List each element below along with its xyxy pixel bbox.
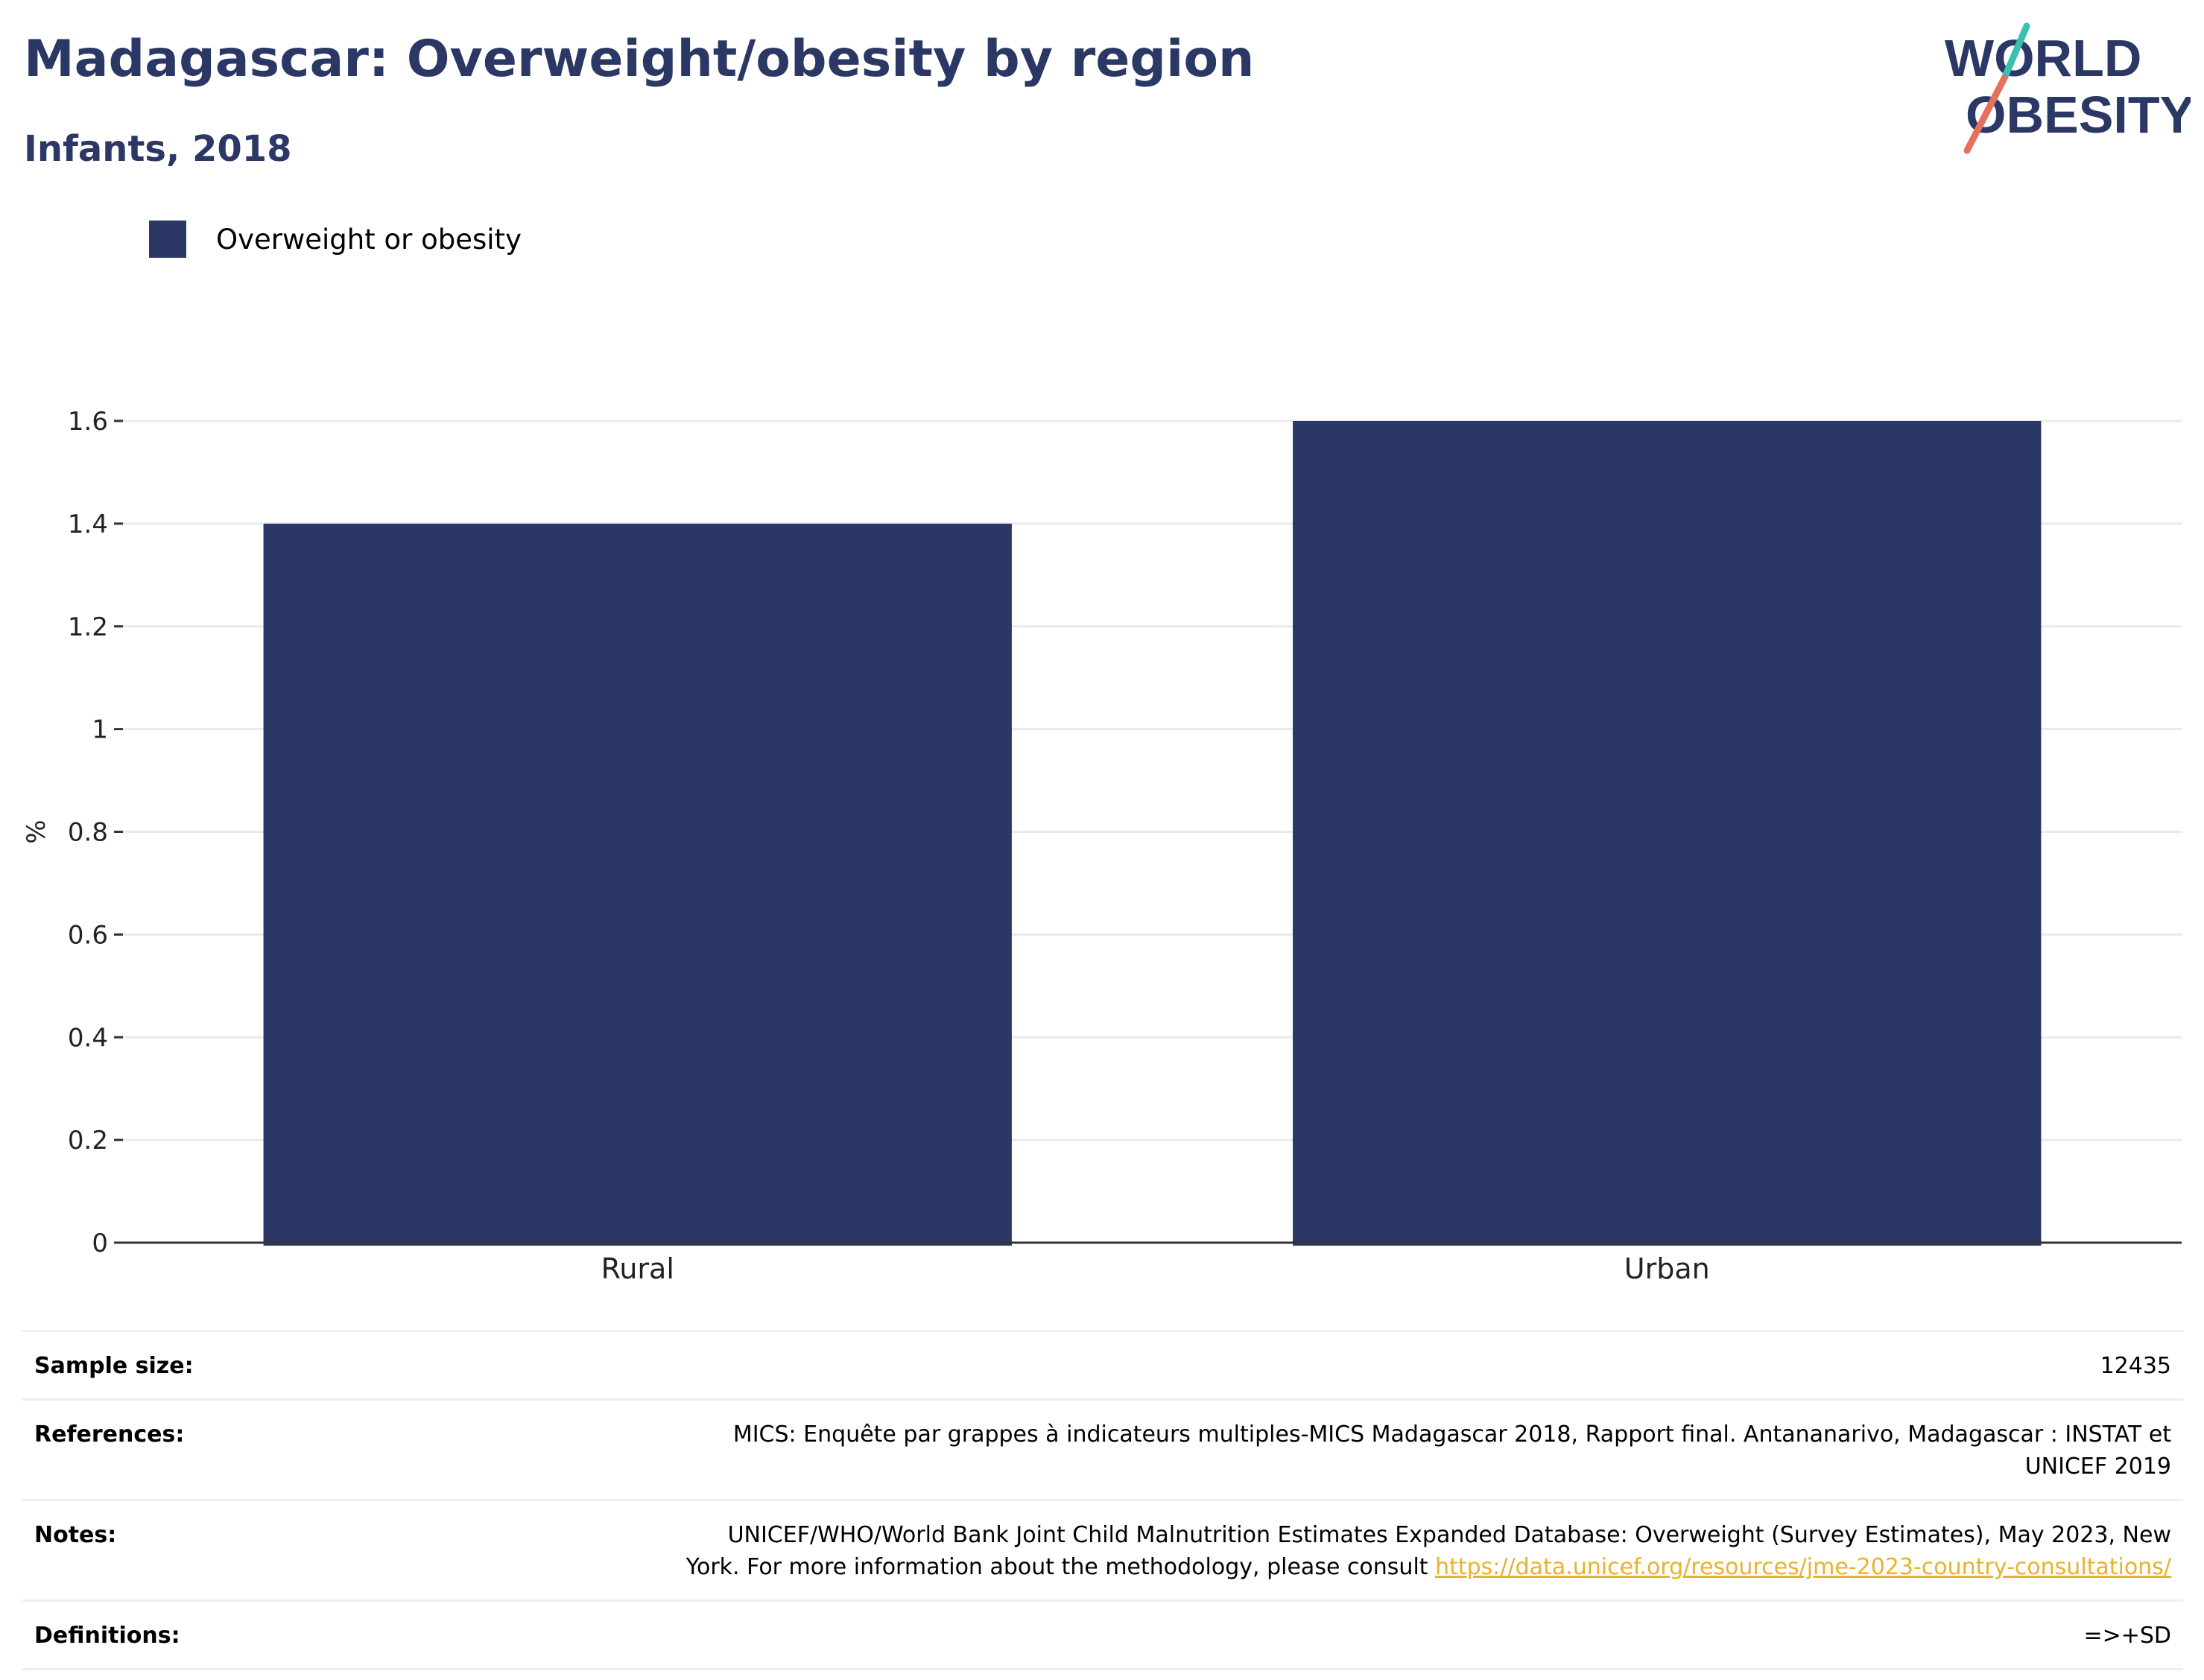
references-label: References: (34, 1421, 185, 1448)
y-tick-label: 1.4 (68, 510, 108, 539)
bar-urban[interactable] (1293, 421, 2042, 1246)
legend-swatch (149, 221, 186, 258)
y-tick-label: 0.6 (68, 920, 108, 950)
y-axis-label: % (22, 820, 51, 843)
y-tick-label: 0.4 (68, 1023, 108, 1053)
y-tick-label: 1 (92, 715, 108, 745)
references-line-2: UNICEF 2019 (2024, 1454, 2171, 1480)
bar-rural[interactable] (263, 523, 1012, 1246)
legend[interactable]: Overweight or obesity (149, 221, 522, 258)
world-obesity-logo: WORLD OBESITY (1945, 22, 2191, 154)
methodology-link[interactable]: https://data.unicef.org/resources/jme-20… (1435, 1554, 2171, 1580)
references-line-1: MICS: Enquête par grappes à indicateurs … (732, 1421, 2171, 1448)
info-row-definitions: Definitions: =>+SD (22, 1600, 2183, 1670)
definitions-label: Definitions: (34, 1623, 180, 1649)
info-table: Sample size: 12435 References: MICS: Enq… (22, 1330, 2183, 1670)
chart-subtitle: Infants, 2018 (24, 128, 292, 170)
y-tick-label: 1.2 (68, 612, 108, 642)
notes-line-1: UNICEF/WHO/World Bank Joint Child Malnut… (727, 1522, 2171, 1548)
info-row-sample-size: Sample size: 12435 (22, 1330, 2183, 1398)
notes-value: UNICEF/WHO/World Bank Joint Child Malnut… (686, 1519, 2171, 1583)
info-row-references: References: MICS: Enquête par grappes à … (22, 1398, 2183, 1499)
y-tick-label: 0 (92, 1229, 108, 1258)
chart-title: Madagascar: Overweight/obesity by region (24, 30, 1255, 89)
logo-slash-top (2001, 22, 2030, 82)
sample-size-label: Sample size: (34, 1353, 194, 1379)
logo-line-obesity: OBESITY (1966, 86, 2191, 144)
notes-line-2: York. For more information about the met… (685, 1554, 1436, 1580)
y-tick-label: 1.6 (68, 407, 108, 437)
references-value: MICS: Enquête par grappes à indicateurs … (733, 1419, 2171, 1483)
sample-size-value: 12435 (2100, 1353, 2171, 1379)
y-axis-ticks: 0 0.2 0.4 0.6 0.8 1 1.2 1.4 1.6 (68, 407, 123, 1258)
y-tick-label: 0.2 (68, 1126, 108, 1156)
x-tick-label-rural: Rural (601, 1252, 674, 1285)
logo-line-world: WORLD (1945, 29, 2141, 87)
notes-label: Notes: (34, 1522, 117, 1548)
info-row-notes: Notes: UNICEF/WHO/World Bank Joint Child… (22, 1499, 2183, 1600)
legend-label: Overweight or obesity (216, 223, 522, 256)
definitions-value: =>+SD (2083, 1623, 2171, 1649)
logo-slash-bottom (1963, 75, 2008, 154)
x-axis-labels: Rural Urban (601, 1252, 1710, 1285)
bar-chart: 0 0.2 0.4 0.6 0.8 1 1.2 1.4 1.6 Rural Urban % (22, 407, 2182, 1285)
y-tick-label: 0.8 (68, 818, 108, 848)
x-tick-label-urban: Urban (1624, 1252, 1710, 1285)
bars (263, 421, 2042, 1246)
